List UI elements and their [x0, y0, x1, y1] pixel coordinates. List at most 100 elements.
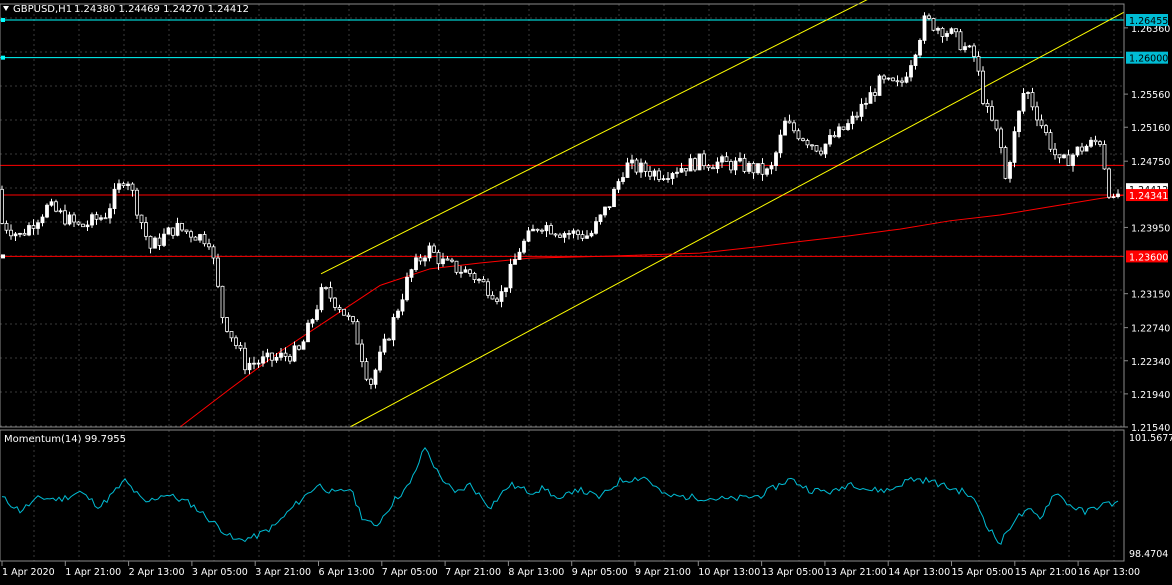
trend-channel[interactable] [320, 0, 1125, 428]
candle-body [886, 77, 891, 80]
candle-body [796, 130, 801, 140]
candle-body [697, 153, 702, 171]
candle-body [243, 347, 247, 371]
candle-body [418, 257, 423, 262]
candle-body [472, 273, 477, 280]
momentum-panel-frame [0, 429, 1125, 562]
candle-body [612, 188, 616, 208]
ohlc-readout: 1.24380 1.24469 1.24270 1.24412 [74, 4, 249, 15]
candle-body [531, 228, 535, 232]
candle-body [72, 214, 76, 223]
candle-body [193, 236, 198, 241]
candle-body [328, 287, 333, 299]
candle-body [405, 276, 409, 301]
candle-body [621, 177, 625, 182]
price-tick-label: 1.22740 [1131, 324, 1170, 335]
candle-body [27, 225, 31, 236]
price-tick-label: 1.22340 [1131, 357, 1170, 368]
price-axis[interactable]: 1.26360 1.25560 1.25160 1.24750 1.23950 1.231… [1124, 24, 1170, 434]
candle-body [4, 223, 9, 231]
candle-body [288, 356, 292, 362]
candle-body [414, 257, 418, 271]
candle-body [306, 322, 310, 343]
candle-body [706, 165, 711, 169]
moving-average [179, 194, 1125, 428]
candle-body [679, 168, 684, 173]
candle-body [895, 80, 900, 83]
price-tick-label: 1.25160 [1131, 123, 1170, 134]
candle-body [364, 361, 369, 380]
momentum-max-label: 101.5677 [1129, 433, 1172, 444]
candle-body [1048, 132, 1053, 150]
candle-body [441, 258, 445, 265]
candle-body [589, 232, 594, 237]
candle-body [940, 27, 945, 37]
candle-body [792, 122, 796, 132]
candle-body [445, 258, 450, 261]
time-axis[interactable]: 1 Apr 2020 1 Apr 21:00 2 Apr 13:00 3 Apr 05… [1, 561, 1140, 578]
candle-body [337, 307, 342, 310]
candle-body [184, 229, 189, 233]
candle-body [571, 230, 576, 234]
candle-body [639, 162, 643, 173]
time-tick-label: 2 Apr 13:00 [129, 567, 185, 578]
candle-body [949, 28, 954, 34]
candle-body [1080, 146, 1084, 152]
candle-body [1044, 125, 1048, 133]
candle-body [972, 45, 976, 57]
candle-body [396, 310, 400, 318]
candle-body [22, 232, 27, 236]
candle-body [864, 102, 868, 105]
candle-body [135, 189, 139, 216]
candle-body [427, 245, 432, 259]
price-tick-label: 1.25560 [1131, 90, 1170, 101]
cyan-high-level-handle [1, 18, 5, 22]
candle-body [229, 330, 234, 339]
candle-body [711, 167, 715, 170]
candle-body [99, 217, 103, 220]
candle-body [985, 103, 990, 107]
candle-body [18, 232, 22, 235]
candle-body [333, 297, 337, 308]
price-label-text: 1.26455 [1129, 16, 1168, 27]
candle-body [90, 214, 94, 226]
candle-body [859, 103, 864, 117]
candle-body [247, 362, 252, 371]
candle-body [162, 233, 166, 246]
time-tick-label: 8 Apr 13:00 [508, 567, 564, 578]
candle-body [553, 233, 558, 236]
candle-body [126, 183, 130, 187]
candle-body [49, 201, 54, 206]
candle-body [576, 230, 580, 235]
candle-body [729, 161, 733, 171]
candle-body [585, 235, 589, 239]
candle-body [58, 210, 63, 213]
candle-body [544, 225, 549, 232]
candle-body [855, 115, 859, 118]
candle-body [769, 165, 774, 170]
candle-body [891, 77, 895, 82]
candle-body [634, 159, 639, 173]
candle-body [1035, 106, 1039, 121]
candle-body [234, 337, 238, 346]
candle-body [211, 246, 216, 259]
candle-body [400, 299, 405, 312]
candle-body [103, 217, 108, 220]
candle-body [693, 158, 697, 171]
candle-body [562, 233, 567, 238]
candle-body [549, 225, 553, 235]
candle-body [774, 152, 778, 167]
candle-body [900, 80, 904, 83]
candle-body [643, 162, 648, 172]
horizontal-levels[interactable] [0, 18, 1124, 259]
candle-body [675, 171, 679, 174]
time-tick-label: 15 Apr 05:00 [952, 567, 1014, 578]
candle-body [513, 259, 517, 265]
candle-body [738, 157, 742, 162]
candle-body [778, 134, 783, 154]
candle-body [567, 233, 571, 235]
candle-body [1075, 146, 1080, 156]
triangle-down-icon[interactable] [3, 6, 9, 11]
